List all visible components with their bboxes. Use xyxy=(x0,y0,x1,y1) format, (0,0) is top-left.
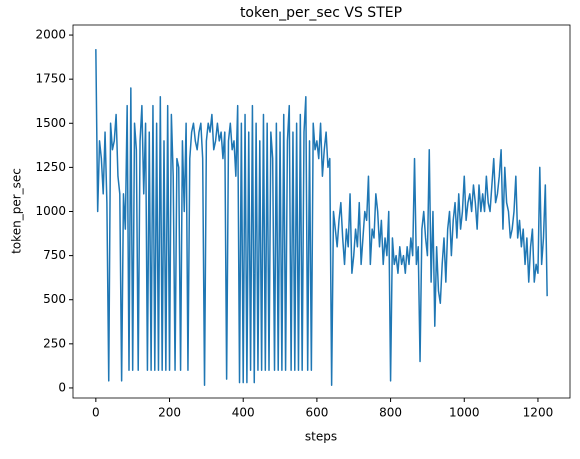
y-tick-label: 1750 xyxy=(35,72,66,86)
x-tick-label: 800 xyxy=(379,406,402,420)
y-axis-label: token_per_sec xyxy=(10,168,24,254)
y-tick-label: 2000 xyxy=(35,28,66,42)
x-tick-label: 1000 xyxy=(449,406,480,420)
x-tick-label: 1200 xyxy=(523,406,554,420)
x-axis-label: steps xyxy=(305,430,337,444)
data-line xyxy=(95,49,548,387)
x-tick-label: 400 xyxy=(232,406,255,420)
y-tick-label: 750 xyxy=(43,248,66,262)
chart-title: token_per_sec VS STEP xyxy=(240,5,402,21)
x-tick-label: 0 xyxy=(92,406,100,420)
y-tick-label: 1250 xyxy=(35,160,66,174)
y-tick-label: 1500 xyxy=(35,116,66,130)
x-tick-label: 600 xyxy=(305,406,328,420)
y-tick-label: 500 xyxy=(43,292,66,306)
y-tick-label: 250 xyxy=(43,336,66,350)
y-tick-label: 0 xyxy=(58,380,66,394)
plot-frame xyxy=(72,24,571,399)
y-tick-label: 1000 xyxy=(35,204,66,218)
x-tick-label: 200 xyxy=(158,406,181,420)
